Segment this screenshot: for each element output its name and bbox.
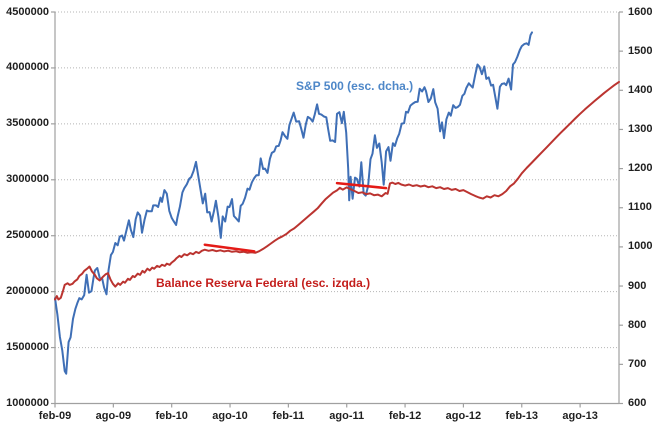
left-axis-tick-label: 1500000	[6, 341, 49, 354]
right-axis-tick-label: 1600	[628, 5, 653, 18]
left-axis-tick-label: 2500000	[6, 229, 49, 242]
x-axis-tick-label: feb-11	[272, 409, 305, 422]
x-axis-tick-label: feb-12	[388, 409, 422, 422]
left-axis-tick-label: 4000000	[6, 61, 49, 74]
right-axis-tick-label: 1300	[628, 122, 653, 135]
series-line-fed-balance	[54, 80, 620, 301]
right-axis-tick-label: 700	[628, 357, 647, 370]
right-axis-tick-label: 800	[628, 318, 647, 331]
x-axis-tick-label: ago-11	[329, 409, 365, 422]
left-axis-tick-label: 3500000	[6, 117, 49, 130]
right-axis-tick-label: 1000	[628, 240, 653, 253]
x-axis-tick-label: feb-10	[155, 409, 188, 422]
left-axis-tick-label: 1000000	[6, 397, 49, 409]
left-axis-tick-label: 4500000	[6, 5, 49, 18]
right-axis-tick-label: 900	[628, 279, 647, 292]
right-axis-tick-label: 1200	[628, 162, 653, 175]
x-axis-tick-label: ago-12	[445, 409, 482, 422]
left-axis-tick-label: 2000000	[6, 285, 49, 298]
x-axis-tick-label: feb-09	[38, 409, 72, 422]
x-axis-tick-label: feb-13	[505, 409, 538, 422]
series-line-sp500	[54, 31, 533, 375]
series-line-fed-balance-overlay-1	[203, 243, 256, 253]
x-axis-tick-label: ago-13	[562, 409, 598, 422]
right-axis-tick-label: 1500	[628, 44, 653, 57]
right-axis-tick-label: 1400	[628, 83, 653, 96]
series-label-sp500: S&P 500 (esc. dcha.)	[296, 79, 414, 93]
x-axis-tick-label: ago-10	[212, 409, 248, 422]
x-axis-tick-label: ago-09	[95, 409, 132, 422]
right-axis-tick-label: 1100	[628, 201, 652, 214]
series-label-fed-balance: Balance Reserva Federal (esc. izqda.)	[156, 276, 371, 290]
series-line-fed-balance-overlay-2	[335, 181, 388, 190]
right-axis-tick-label: 600	[628, 397, 647, 409]
left-axis-tick-label: 3000000	[6, 173, 49, 186]
